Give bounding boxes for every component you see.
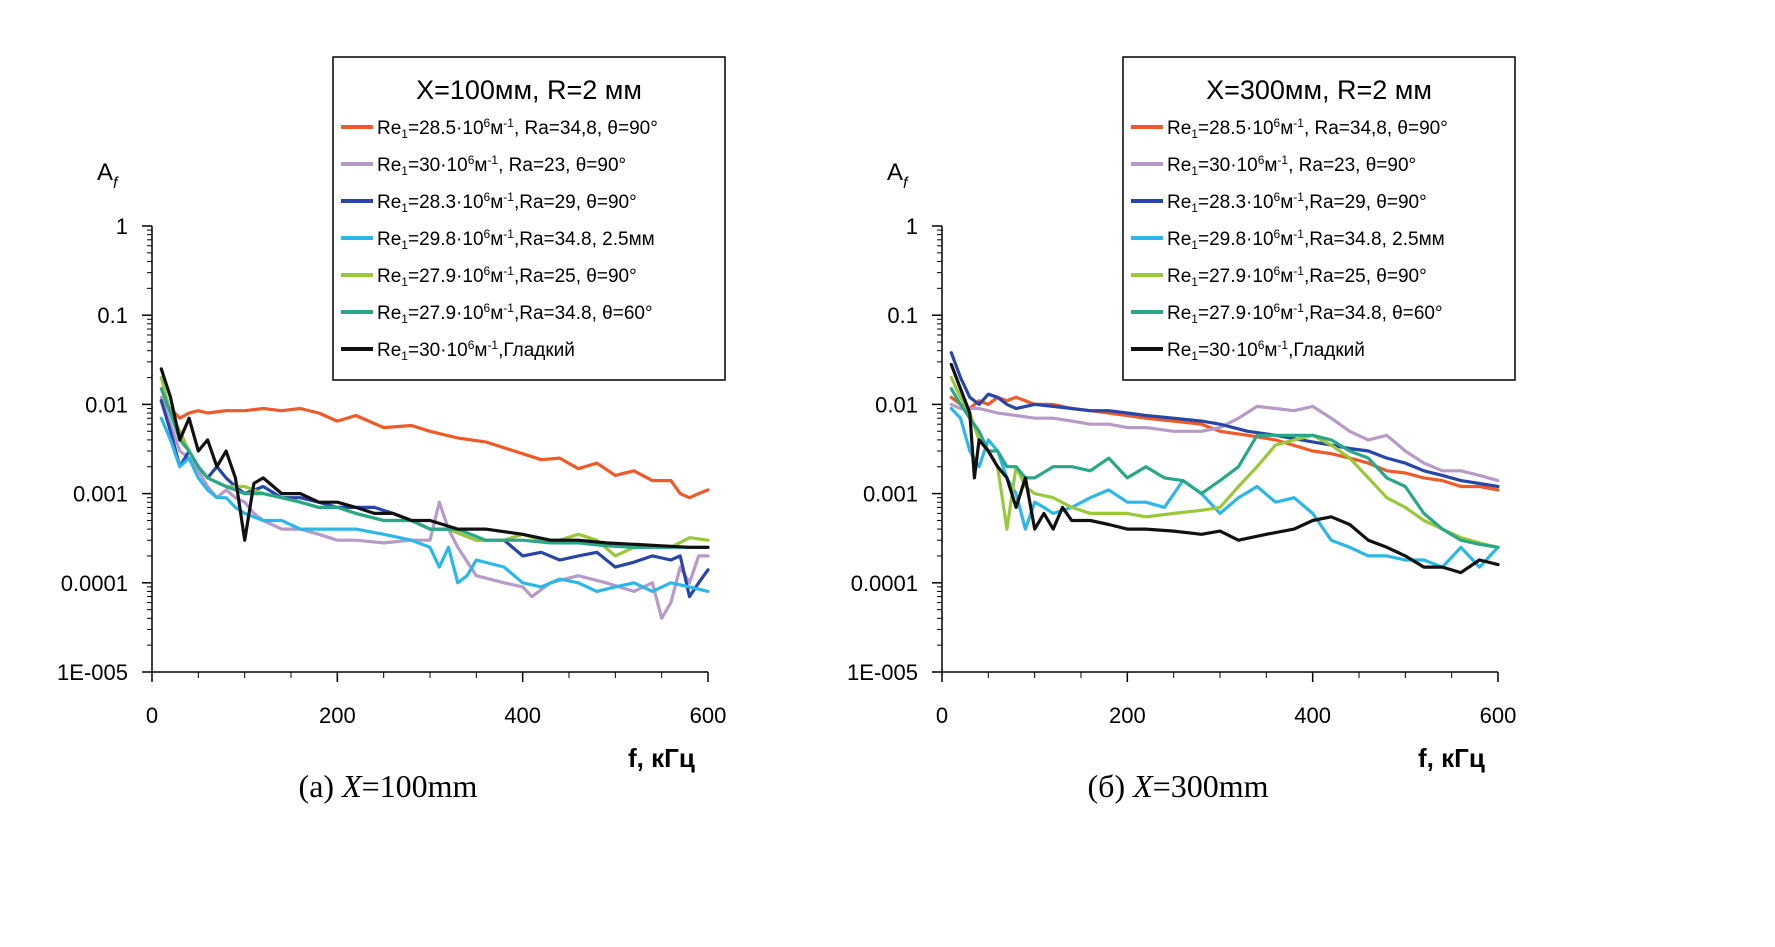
legend-label: Re1=28.3·106м-1,Ra=29, θ=90° — [377, 190, 637, 215]
series-line-7 — [159, 367, 710, 549]
legend-label: Re1=27.9·106м-1,Ra=34.8, θ=60° — [1167, 301, 1443, 326]
legend-items: Re1=28.5·106м-1, Ra=34,8, θ=90° Re1=30·10… — [1131, 116, 1448, 363]
x-tick-label: 0 — [146, 703, 158, 728]
y-tick-label: 1E-005 — [847, 660, 918, 685]
y-tick-label: 1 — [906, 214, 918, 239]
legend-label: Re1=28.3·106м-1,Ra=29, θ=90° — [1167, 190, 1427, 215]
legend-title: X=100мм, R=2 мм — [416, 75, 642, 105]
series-line-2 — [949, 402, 1500, 483]
series-line-4 — [949, 406, 1500, 569]
axes: 1E-005 0.0001 0.001 0.01 0.1 1 0 200 400 600 Af f, … — [847, 159, 1516, 773]
panel-caption: (б) X=300mm — [1088, 768, 1269, 804]
legend-label: Re1=30·106м-1,Гладкий — [377, 338, 575, 363]
legend-box — [1122, 56, 1516, 381]
chart-panel-b: 1E-005 0.0001 0.001 0.01 0.1 1 0 200 400 600 Af f, … — [847, 56, 1516, 804]
legend-items: Re1=28.5·106м-1, Ra=34,8, θ=90° Re1=30·10… — [341, 116, 658, 363]
plot-area — [949, 351, 1500, 575]
legend: X=100мм, R=2 мм Re1=28.5·106м-1, Ra=34,8… — [332, 56, 726, 381]
y-tick-label: 1 — [116, 214, 128, 239]
legend-label: Re1=27.9·106м-1,Ra=34.8, θ=60° — [377, 301, 653, 326]
series-line-3 — [159, 399, 710, 599]
y-tick-label: 0.01 — [875, 392, 918, 417]
x-axis-label: f, кГц — [1418, 743, 1485, 773]
legend-label: Re1=29.8·106м-1,Ra=34.8, 2.5мм — [1167, 227, 1445, 252]
legend-title: X=300мм, R=2 мм — [1206, 75, 1432, 105]
caption-var: X — [1131, 768, 1154, 804]
legend-label: Re1=27.9·106м-1,Ra=25, θ=90° — [377, 264, 637, 289]
legend-label: Re1=27.9·106м-1,Ra=25, θ=90° — [1167, 264, 1427, 289]
legend-label: Re1=30·106м-1, Ra=23, θ=90° — [377, 153, 626, 178]
caption-prefix: (a) — [299, 768, 343, 804]
y-tick-label: 0.001 — [863, 482, 918, 507]
legend-box — [332, 56, 726, 381]
y-tick-label: 0.0001 — [851, 571, 918, 596]
series-line-6 — [159, 387, 710, 549]
series-line-6 — [949, 387, 1500, 549]
x-tick-label: 200 — [319, 703, 356, 728]
y-axis-label: Af — [97, 159, 119, 192]
x-tick-label: 400 — [504, 703, 541, 728]
legend: X=300мм, R=2 мм Re1=28.5·106м-1, Ra=34,8… — [1122, 56, 1516, 381]
x-tick-label: 200 — [1109, 703, 1146, 728]
series-line-3 — [949, 351, 1500, 489]
caption-var: X — [340, 768, 363, 804]
series-line-1 — [159, 399, 710, 500]
y-tick-label: 1E-005 — [57, 660, 128, 685]
y-tick-label: 0.001 — [73, 482, 128, 507]
x-axis-label: f, кГц — [628, 743, 695, 773]
legend-label: Re1=28.5·106м-1, Ra=34,8, θ=90° — [377, 116, 658, 141]
y-tick-label: 0.1 — [887, 303, 918, 328]
y-tick-label: 0.0001 — [61, 571, 128, 596]
y-axis-label: Af — [887, 159, 909, 192]
panel-caption: (a) X=100mm — [299, 768, 478, 804]
caption-prefix: (б) — [1088, 768, 1134, 804]
x-tick-label: 600 — [1480, 703, 1517, 728]
plot-area — [159, 367, 710, 620]
chart-panel-a: 1E-005 0.0001 0.001 0.01 0.1 1 0 200 400 600 Af f, … — [57, 56, 726, 804]
legend-label: Re1=29.8·106м-1,Ra=34.8, 2.5мм — [377, 227, 655, 252]
x-tick-label: 0 — [936, 703, 948, 728]
caption-rest: =300mm — [1153, 768, 1269, 804]
x-tick-label: 400 — [1294, 703, 1331, 728]
y-tick-label: 0.01 — [85, 392, 128, 417]
legend-label: Re1=28.5·106м-1, Ra=34,8, θ=90° — [1167, 116, 1448, 141]
series-line-5 — [949, 375, 1500, 549]
x-tick-label: 600 — [690, 703, 727, 728]
legend-label: Re1=30·106м-1, Ra=23, θ=90° — [1167, 153, 1416, 178]
caption-rest: =100mm — [362, 768, 478, 804]
series-line-4 — [159, 416, 710, 593]
axes: 1E-005 0.0001 0.001 0.01 0.1 1 0 200 400 600 Af f, … — [57, 159, 726, 773]
legend-label: Re1=30·106м-1,Гладкий — [1167, 338, 1365, 363]
series-line-7 — [949, 362, 1500, 575]
y-tick-label: 0.1 — [97, 303, 128, 328]
